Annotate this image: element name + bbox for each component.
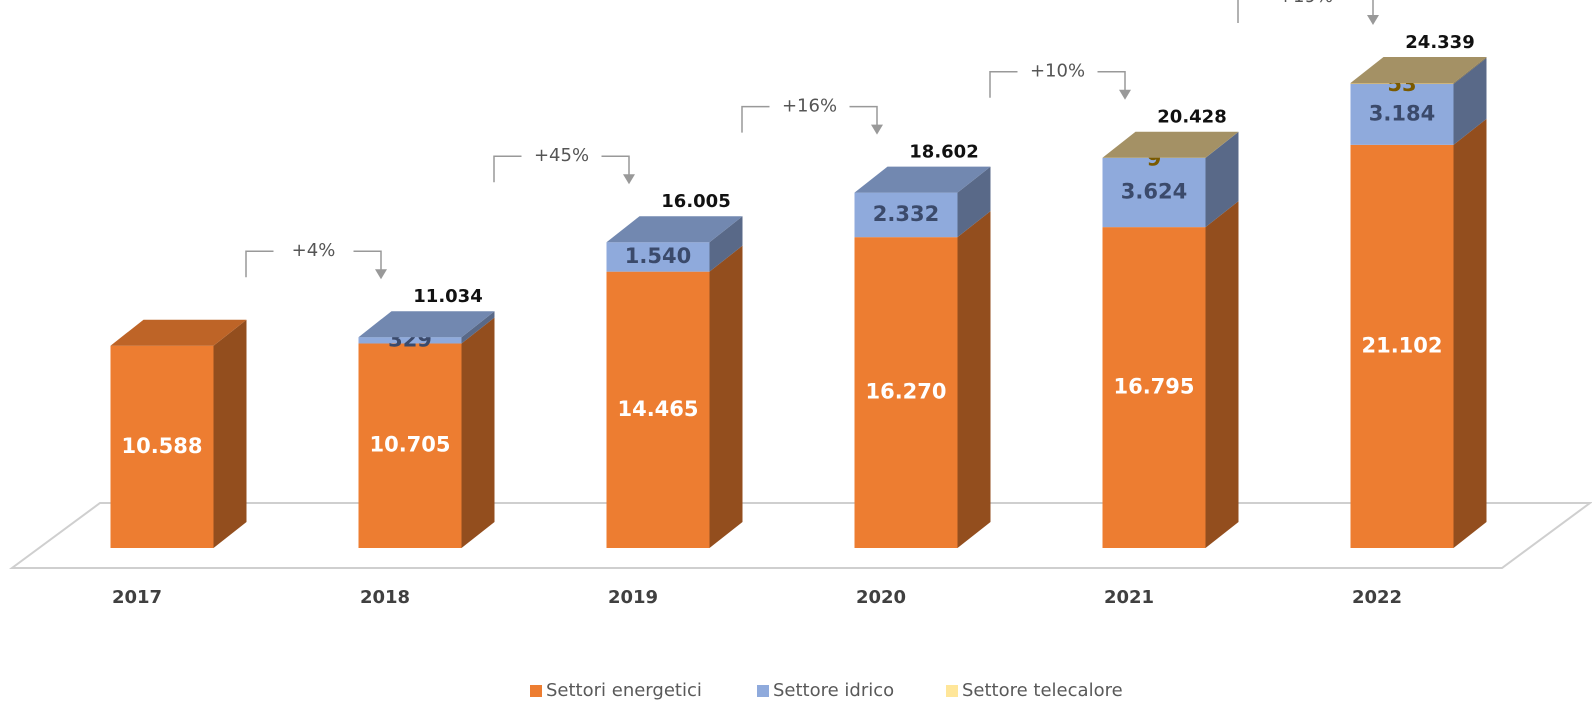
legend-label: Settore telecalore — [962, 680, 1123, 701]
bracket — [989, 70, 1018, 98]
value-label: 3.624 — [1121, 180, 1187, 204]
bar-top — [854, 166, 991, 193]
bracket — [849, 105, 878, 129]
bar-side — [1205, 131, 1239, 228]
floor — [8, 502, 1592, 569]
bar-segment — [1350, 83, 1454, 85]
total-label: 24.339 — [1405, 32, 1474, 53]
bar-top — [1102, 131, 1239, 158]
value-label: 2.332 — [873, 202, 939, 226]
bar-side — [957, 211, 991, 549]
bar-segment — [1102, 227, 1206, 548]
bracket — [1097, 70, 1126, 94]
value-label: 21.102 — [1361, 333, 1442, 357]
value-label: 16.270 — [865, 380, 946, 404]
growth-label: +16% — [782, 96, 837, 117]
bar-segment — [606, 242, 710, 272]
bar-segment — [854, 192, 958, 238]
arrow — [623, 174, 635, 185]
value-label: 14.465 — [617, 397, 698, 421]
bar-side — [1453, 58, 1487, 145]
legend-label: Settore idrico — [773, 680, 894, 701]
bar-top — [606, 216, 743, 243]
bar-side — [1453, 118, 1487, 549]
bar-top — [1350, 57, 1487, 83]
legend-swatch — [946, 685, 958, 697]
bracket — [245, 250, 274, 278]
bar-segment — [1350, 144, 1454, 549]
bracket — [493, 155, 522, 183]
bar-side — [213, 319, 247, 548]
total-label: 11.034 — [413, 286, 482, 307]
legend-label: Settori energetici — [546, 680, 702, 701]
bar-top — [358, 311, 495, 338]
bar-side — [1205, 131, 1239, 158]
bracket — [1237, 0, 1239, 23]
arrow — [871, 124, 883, 135]
bar-side — [709, 245, 743, 548]
legend-swatch — [757, 685, 769, 697]
growth-label: +4% — [292, 240, 336, 261]
growth-label: +45% — [534, 145, 589, 166]
legend-swatch — [530, 685, 542, 697]
x-tick-label: 2017 — [112, 587, 162, 608]
bar-segment — [854, 237, 958, 549]
x-tick-label: 2018 — [360, 587, 410, 608]
bar-side — [1205, 201, 1239, 548]
arrow — [375, 269, 387, 280]
total-label: 20.428 — [1157, 107, 1226, 128]
arrow — [1367, 15, 1379, 25]
x-tick-label: 2019 — [608, 587, 658, 608]
bar-segment — [1102, 157, 1206, 228]
growth-label: +19% — [1278, 0, 1333, 7]
bar-side — [957, 166, 991, 238]
total-label: 16.005 — [661, 191, 730, 212]
arrow — [1119, 89, 1131, 100]
bar-side — [709, 216, 743, 272]
x-tick-label: 2021 — [1104, 587, 1154, 608]
x-tick-label: 2022 — [1352, 587, 1402, 608]
bar-side — [461, 311, 495, 344]
value-label: 1.540 — [625, 244, 691, 268]
growth-label: +10% — [1030, 61, 1085, 82]
value-label: 10.705 — [369, 433, 450, 457]
bracket — [741, 105, 770, 133]
bar-side — [1453, 57, 1487, 85]
bracket — [1372, 0, 1374, 19]
x-tick-label: 2020 — [856, 587, 906, 608]
total-label: 18.602 — [909, 142, 978, 163]
bar-segment — [358, 343, 462, 548]
bar-segment — [606, 271, 710, 548]
bar-segment — [110, 345, 214, 548]
bar-side — [461, 317, 495, 548]
bar-segment — [1350, 84, 1454, 145]
bar-segment — [358, 337, 462, 344]
value-label: 16.795 — [1113, 375, 1194, 399]
value-label: 10.588 — [121, 434, 202, 458]
bracket — [353, 250, 382, 274]
value-label: 3.184 — [1369, 101, 1435, 125]
bracket — [601, 155, 630, 179]
bar-top — [110, 319, 247, 346]
